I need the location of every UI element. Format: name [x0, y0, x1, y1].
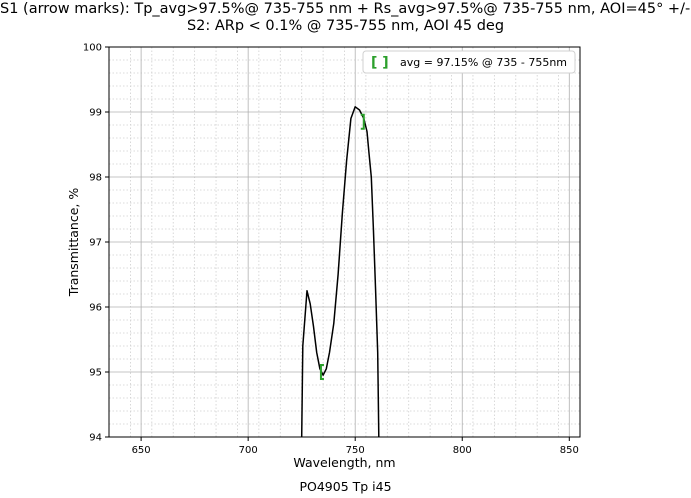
y-tick-label: 97	[89, 238, 102, 249]
x-tick-label: 650	[132, 445, 151, 456]
y-tick-label: 98	[89, 173, 102, 184]
x-tick-label: 700	[239, 445, 258, 456]
series-line-0	[300, 106, 380, 438]
x-tick-label: 750	[346, 445, 365, 456]
chart-title-line-1: S1 (arrow marks): Tp_avg>97.5%@ 735-755 …	[0, 1, 691, 17]
chart-title-line-2: S2: ARp < 0.1% @ 735-755 nm, AOI 45 deg	[186, 18, 505, 34]
y-tick-label: 96	[89, 303, 102, 314]
x-tick-label: 800	[453, 445, 472, 456]
y-tick-label: 95	[89, 368, 102, 379]
spec-bracket-marker-1	[360, 113, 365, 130]
x-axis-label: Wavelength, nm	[293, 455, 395, 470]
legend-box	[362, 50, 576, 74]
y-axis-label: Transmittance, %	[66, 188, 81, 298]
legend-marker-icon: [ ]	[371, 55, 389, 71]
spec-bracket-marker-0	[319, 364, 324, 380]
y-tick-label: 99	[89, 108, 102, 119]
x-tick-label: 850	[560, 445, 579, 456]
legend-label: avg = 97.15% @ 735 - 755nm	[400, 56, 567, 69]
y-tick-label: 100	[83, 43, 102, 54]
chart-footer-label: PO4905 Tp i45	[299, 479, 392, 494]
y-tick-label: 94	[89, 433, 102, 444]
